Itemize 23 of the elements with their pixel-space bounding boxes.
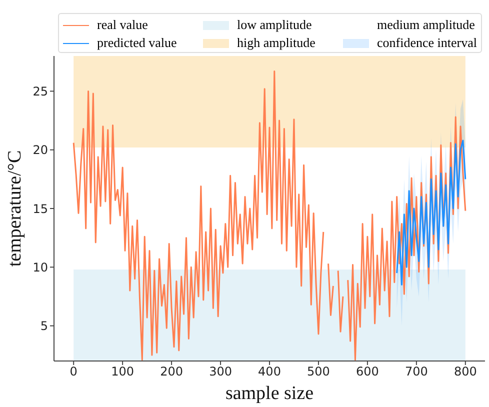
line-series: [396, 140, 466, 286]
x-tick-label: 500: [307, 364, 330, 379]
x-tick-label: 200: [160, 364, 183, 379]
y-tick-label: 15: [32, 202, 48, 216]
y-tick-label: 5: [40, 319, 48, 334]
x-tick-label: 100: [111, 364, 134, 379]
y-axis-title: temperature/°C: [4, 150, 26, 267]
legend-label: high amplitude: [237, 35, 316, 51]
text: medium amplitude: [377, 17, 475, 33]
x-tick-label: 0: [70, 364, 78, 379]
x-tick-label: 700: [404, 364, 428, 379]
x-tick-label: 300: [209, 364, 232, 379]
x-tick-label: 800: [454, 364, 477, 379]
y-tick-label: 25: [32, 84, 48, 98]
legend-label: low amplitude: [237, 17, 312, 33]
y-tick-label: 10: [32, 260, 48, 274]
legend-label: predicted value: [97, 35, 177, 51]
x-axis-title: sample size: [225, 383, 314, 404]
x-tick-label: 600: [356, 364, 379, 379]
x-tick-label: 400: [258, 364, 281, 379]
legend-label: real value: [97, 17, 148, 33]
y-tick-label: 20: [32, 143, 48, 158]
text: confidence interval: [377, 35, 477, 51]
